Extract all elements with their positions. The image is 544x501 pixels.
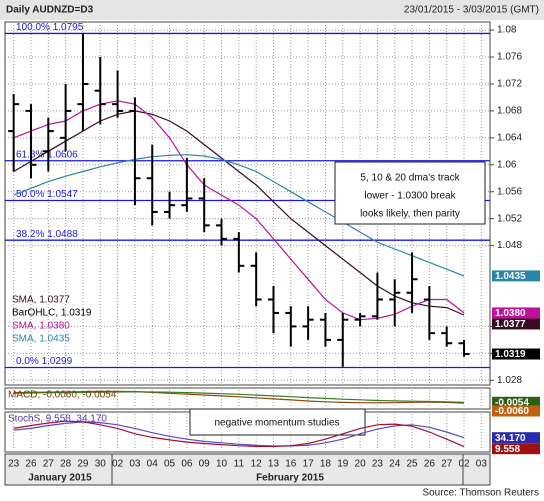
x-tick-label: 27 xyxy=(441,459,453,470)
end-value-label: 1.0435 xyxy=(495,271,526,282)
month-label: January 2015 xyxy=(28,473,92,484)
end-value-label: -0.0060 xyxy=(495,406,529,417)
panel-legend: StochS, 9.558, 34.170 xyxy=(8,414,107,425)
x-tick-label: 09 xyxy=(199,459,211,470)
y-tick-label: 1.056 xyxy=(497,186,522,197)
annotation-text: negative momentum studies xyxy=(214,418,339,429)
end-value-box xyxy=(492,405,540,417)
indicator-line xyxy=(13,391,465,403)
x-tick-label: 24 xyxy=(389,459,401,470)
y-tick-label: 1.068 xyxy=(497,106,522,117)
end-value-box xyxy=(492,270,540,282)
legend-entry: BarOHLC, 1.0319 xyxy=(12,308,92,319)
level-label: 38.2% 1.0488 xyxy=(16,229,78,240)
x-tick-label: 04 xyxy=(147,459,159,470)
sma-line xyxy=(13,154,465,277)
y-tick-label: 1.052 xyxy=(497,213,522,224)
x-tick-label: 02 xyxy=(458,459,470,470)
annotation-box xyxy=(334,161,486,225)
y-tick-label: 1.076 xyxy=(497,52,522,63)
end-value-label: 34.170 xyxy=(495,433,526,444)
end-value-label: -0.0054 xyxy=(495,397,529,408)
level-label: 50.0% 1.0547 xyxy=(16,189,78,200)
x-tick-label: 02 xyxy=(112,459,124,470)
end-value-box xyxy=(492,443,540,455)
x-tick-label: 20 xyxy=(355,459,367,470)
header-bar xyxy=(0,0,544,20)
x-tick-label: 10 xyxy=(216,459,228,470)
annotation-text: 5, 10 & 20 dma's track xyxy=(360,173,460,184)
x-tick-label: 28 xyxy=(60,459,72,470)
x-tick-label: 26 xyxy=(25,459,37,470)
annotation-box xyxy=(189,408,366,436)
y-tick-label: 1.028 xyxy=(497,375,522,386)
x-tick-label: 27 xyxy=(43,459,55,470)
end-value-box xyxy=(492,318,540,330)
legend-entry: SMA, 1.0380 xyxy=(12,321,70,332)
legend-entry: SMA, 1.0435 xyxy=(12,334,70,345)
y-tick-label: 1.08 xyxy=(497,25,517,36)
legend-entry: SMA, 1.0377 xyxy=(12,295,70,306)
x-tick-label: 26 xyxy=(424,459,436,470)
source: Source: Thomson Reuters xyxy=(422,488,539,499)
level-label: 61.8% 1.0606 xyxy=(16,149,78,160)
end-value-label: 1.0380 xyxy=(495,308,526,319)
end-value-label: 9.558 xyxy=(495,444,520,455)
chart-title: Daily AUDNZD=D3 xyxy=(6,5,94,16)
end-value-box xyxy=(492,432,540,444)
panel-legend: MACD, -0.0060, -0.0054 xyxy=(8,390,117,401)
indicator-line xyxy=(13,390,465,404)
x-tick-label: 17 xyxy=(303,459,315,470)
end-value-label: 1.0319 xyxy=(495,349,526,360)
x-tick-label: 23 xyxy=(372,459,384,470)
end-value-box xyxy=(492,348,540,360)
level-label: 100.0% 1.0795 xyxy=(16,22,84,33)
y-tick-label: 1.072 xyxy=(497,79,522,90)
x-tick-label: 05 xyxy=(164,459,176,470)
sma-line xyxy=(13,110,465,316)
annotation-text: lower - 1.0300 break xyxy=(364,191,456,202)
x-tick-label: 23 xyxy=(8,459,20,470)
y-tick-label: 1.064 xyxy=(497,132,522,143)
x-tick-label: 25 xyxy=(406,459,418,470)
x-tick-label: 19 xyxy=(337,459,349,470)
x-tick-label: 16 xyxy=(285,459,297,470)
x-tick-label: 11 xyxy=(234,459,245,470)
chart-subtitle: 23/01/2015 - 3/03/2015 (GMT) xyxy=(404,5,539,16)
indicator-line xyxy=(13,421,465,447)
end-value-box xyxy=(492,396,540,408)
y-tick-label: 1.048 xyxy=(497,240,522,251)
x-tick-label: 13 xyxy=(268,459,280,470)
annotation-text: looks likely, then parity xyxy=(360,209,460,220)
x-tick-label: 03 xyxy=(476,459,488,470)
date-axis xyxy=(4,453,491,486)
month-label: February 2015 xyxy=(256,473,324,484)
end-value-label: 1.0377 xyxy=(495,319,526,330)
x-tick-label: 29 xyxy=(77,459,89,470)
y-tick-label: 1.06 xyxy=(497,159,517,170)
x-tick-label: 03 xyxy=(129,459,141,470)
x-tick-label: 06 xyxy=(181,459,193,470)
x-tick-label: 30 xyxy=(95,459,107,470)
sma-line xyxy=(13,100,465,321)
indicator-line xyxy=(13,420,465,448)
x-tick-label: 12 xyxy=(251,459,263,470)
end-value-box xyxy=(492,307,540,319)
x-tick-label: 18 xyxy=(320,459,332,470)
level-label: 0.0% 1.0299 xyxy=(16,356,73,367)
